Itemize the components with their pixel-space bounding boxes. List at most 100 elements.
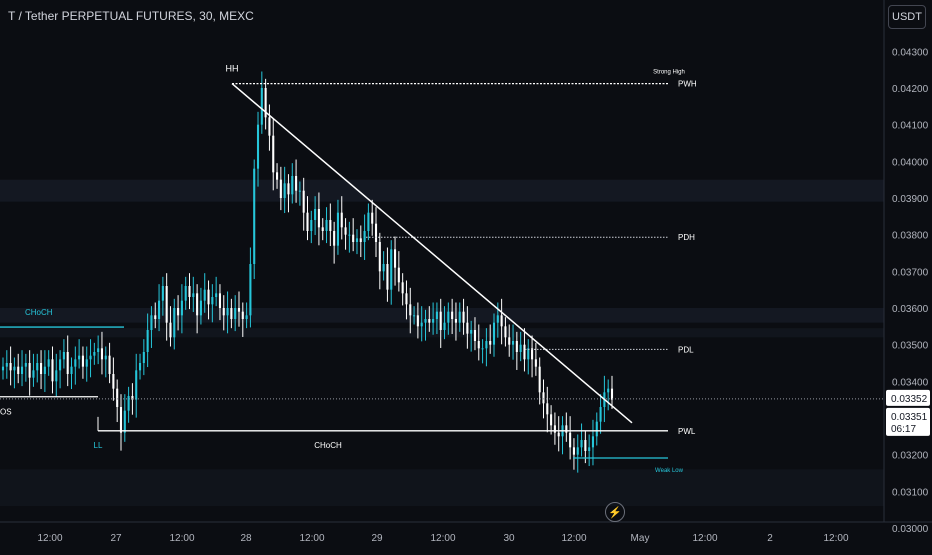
candle-body — [138, 363, 142, 371]
candle-body — [348, 234, 351, 236]
y-tick-label: 0.04300 — [892, 47, 929, 58]
candle-body — [546, 403, 549, 415]
candle-body — [5, 363, 8, 367]
x-tick-label: 28 — [240, 533, 252, 544]
bolt-icon[interactable]: ⚡ — [605, 502, 625, 522]
candle-body — [321, 227, 324, 231]
candle-body — [279, 179, 282, 198]
candle-body — [572, 447, 575, 455]
candle-body — [595, 421, 598, 437]
candle-body — [81, 355, 84, 367]
supply-zone-mid — [0, 308, 884, 323]
candle-body — [62, 352, 65, 360]
candle-body — [161, 286, 164, 301]
candle-body — [291, 176, 294, 195]
candle-body — [93, 352, 96, 356]
candle-body — [222, 308, 225, 316]
candle-body — [272, 135, 275, 173]
candle-body — [158, 300, 161, 319]
ref-price-tag — [886, 407, 930, 436]
candle-body — [40, 363, 43, 374]
candle-body — [470, 330, 473, 334]
candle-body — [550, 414, 553, 426]
candle-body — [173, 308, 176, 338]
candle-body — [43, 366, 46, 374]
ref-price-label: 0.03351 — [891, 412, 928, 423]
candle-body — [47, 359, 50, 367]
candle-body — [485, 341, 488, 349]
candle-body — [24, 363, 27, 367]
candle-body — [112, 374, 115, 389]
candle-body — [390, 249, 393, 290]
candle-body — [211, 297, 214, 305]
candle-body — [413, 315, 416, 317]
candle-body — [51, 359, 54, 382]
candle-body — [580, 440, 583, 448]
candle-body — [462, 311, 465, 323]
candle-body — [150, 315, 153, 330]
candle-body — [405, 293, 408, 305]
label-choch-upper: CHoCH — [25, 308, 53, 317]
candle-body — [504, 326, 507, 338]
candle-body — [287, 183, 290, 195]
candle-body — [123, 410, 126, 433]
x-tick-label: 12:00 — [561, 533, 586, 544]
candle-body — [215, 293, 218, 297]
y-tick-label: 0.04200 — [892, 84, 929, 95]
candle-body — [70, 366, 73, 374]
candle-body — [260, 88, 263, 125]
candle-body — [245, 315, 248, 319]
candle-body — [435, 311, 438, 319]
candle-body — [17, 366, 20, 374]
label-pwl: PWL — [678, 427, 696, 436]
candle-body — [610, 388, 614, 400]
candle-body — [355, 238, 359, 242]
last-price-tag — [886, 389, 930, 406]
candle-body — [329, 220, 332, 231]
y-tick-label: 0.03600 — [892, 304, 929, 315]
candle-body — [508, 337, 511, 345]
candle-body — [599, 407, 602, 422]
candle-body — [317, 209, 320, 228]
y-tick-label: 0.03400 — [892, 377, 929, 388]
x-tick-label: 12:00 — [37, 533, 62, 544]
candle-body — [230, 308, 233, 319]
candles — [1, 71, 614, 473]
candle-body — [428, 319, 431, 323]
candle-body — [492, 322, 496, 345]
candle-body — [268, 117, 271, 136]
x-tick-label: 29 — [371, 533, 383, 544]
candle-body — [378, 242, 381, 272]
candle-body — [382, 264, 385, 272]
label-strong-high: Strong High — [653, 70, 685, 76]
candle-body — [607, 388, 610, 393]
candle-body — [85, 359, 88, 367]
candle-body — [314, 209, 317, 220]
candle-body — [104, 355, 107, 360]
y-tick-label: 0.03800 — [892, 231, 929, 242]
candle-body — [473, 330, 477, 341]
candle-body — [439, 311, 442, 330]
candle-body — [496, 315, 499, 323]
candle-body — [500, 315, 503, 327]
candle-body — [424, 319, 427, 323]
y-tick-label: 0.04100 — [892, 121, 929, 132]
candle-body — [97, 348, 100, 352]
candle-body — [310, 220, 313, 231]
candle-body — [511, 341, 515, 345]
candle-body — [325, 220, 328, 231]
candle-body — [78, 355, 81, 360]
label-ll: LL — [94, 441, 103, 450]
candle-body — [344, 227, 347, 235]
countdown-label: 06:17 — [891, 424, 916, 435]
candle-body — [451, 311, 454, 319]
candle-body — [447, 311, 450, 323]
candle-body — [199, 300, 202, 316]
x-tick-label: 12:00 — [430, 533, 455, 544]
candle-body — [553, 425, 556, 433]
demand-zone — [0, 469, 884, 506]
currency-button[interactable]: USDT — [888, 5, 926, 29]
candle-body — [237, 308, 241, 312]
